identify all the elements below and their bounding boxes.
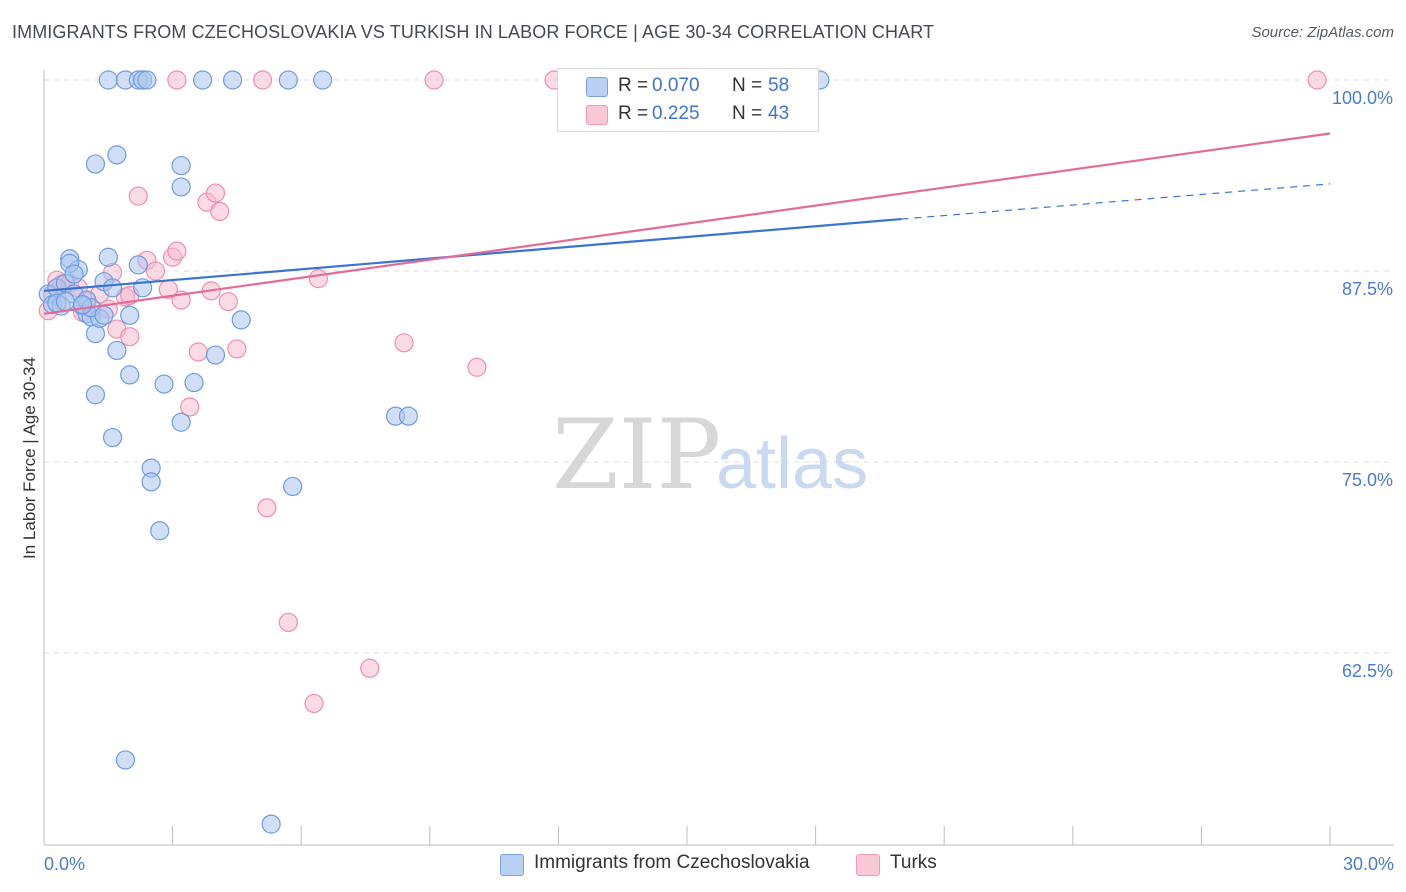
- blue-swatch: [586, 77, 608, 97]
- x-axis-ticks: [43, 826, 1331, 845]
- watermark-atlas: atlas: [716, 424, 868, 504]
- y-axis-title: In Labor Force | Age 30-34: [20, 357, 39, 559]
- x-tick-labels: 0.0% 30.0%: [44, 854, 1394, 874]
- czechoslovakia-point-15: [102, 278, 123, 298]
- trend-lines: [43, 132, 1331, 315]
- czechoslovakia-points: [38, 70, 830, 834]
- x-tick-label-0: 0.0%: [44, 854, 85, 874]
- czechoslovakia-point-14: [98, 247, 118, 267]
- legend-label: Turks: [890, 852, 937, 873]
- r-value: 0.070: [652, 75, 700, 96]
- y-tick-label-1: 87.5%: [1342, 279, 1393, 299]
- n-value: 58: [768, 75, 790, 96]
- czechoslovakia-point-47: [283, 476, 303, 497]
- czechoslovakia-point-19: [64, 264, 84, 284]
- czechoslovakia-point-56: [154, 374, 174, 394]
- czechoslovakia-point-30: [171, 412, 191, 432]
- turks-point-21: [205, 183, 226, 203]
- czechoslovakia-point-26: [102, 427, 123, 448]
- czechoslovakia-point-31: [184, 372, 204, 393]
- r-label: R =: [618, 103, 649, 124]
- czechoslovakia-trend-line: [43, 217, 902, 292]
- czechoslovakia-point-50: [115, 750, 136, 770]
- czechoslovakia-trend-extension: [901, 183, 1331, 220]
- czechoslovakia-point-36: [107, 145, 127, 165]
- pink-swatch: [856, 854, 880, 876]
- turks-point-14: [167, 241, 187, 261]
- turks-point-12: [145, 261, 166, 281]
- turks-point-23: [120, 327, 140, 347]
- czechoslovakia-point-57: [205, 345, 226, 365]
- turks-trend-line: [43, 132, 1331, 315]
- turks-point-31: [304, 693, 324, 714]
- czechoslovakia-point-34: [171, 177, 191, 197]
- y-tick-label-3: 62.5%: [1342, 661, 1393, 681]
- czechoslovakia-point-45: [313, 70, 333, 90]
- turks-point-17: [218, 291, 238, 312]
- n-label: N =: [732, 75, 763, 96]
- r-label: R =: [618, 75, 649, 96]
- czechoslovakia-point-43: [223, 70, 243, 90]
- legend-label: Immigrants from Czechoslovakia: [534, 852, 810, 873]
- y-tick-label-2: 75.0%: [1342, 470, 1393, 490]
- axes: [43, 70, 1394, 846]
- x-tick-label-1: 30.0%: [1343, 854, 1394, 874]
- watermark-zip: ZIP: [552, 399, 721, 511]
- czechoslovakia-point-25: [85, 385, 106, 405]
- czechoslovakia-point-16: [120, 305, 140, 325]
- r-value: 0.225: [652, 103, 700, 124]
- gridlines: [44, 79, 1394, 654]
- turks-point-35: [253, 70, 273, 90]
- czechoslovakia-point-28: [141, 472, 161, 492]
- czechoslovakia-point-42: [193, 70, 213, 90]
- czechoslovakia-point-53: [72, 295, 93, 315]
- turks-point-18: [128, 186, 148, 206]
- n-label: N =: [732, 103, 763, 124]
- turks-point-32: [360, 658, 380, 678]
- turks-point-36: [424, 70, 444, 90]
- chart-title: IMMIGRANTS FROM CZECHOSLOVAKIA VS TURKIS…: [12, 22, 935, 42]
- czechoslovakia-point-49: [398, 406, 418, 426]
- czechoslovakia-point-23: [107, 340, 127, 361]
- czechoslovakia-point-21: [55, 291, 76, 312]
- czechoslovakia-point-41: [137, 70, 157, 90]
- turks-points: [38, 70, 1327, 714]
- czechoslovakia-point-44: [278, 70, 298, 90]
- source-label: Source: ZipAtlas.com: [1251, 24, 1394, 41]
- czechoslovakia-point-55: [94, 305, 114, 325]
- y-tick-label-0: 100.0%: [1332, 88, 1393, 108]
- watermark: ZIP atlas: [552, 399, 868, 511]
- turks-point-33: [308, 269, 328, 289]
- czechoslovakia-point-37: [98, 70, 118, 90]
- turks-point-39: [1307, 70, 1327, 90]
- czechoslovakia-point-51: [261, 814, 281, 834]
- czechoslovakia-point-24: [120, 365, 140, 385]
- turks-point-20: [210, 201, 230, 222]
- czechoslovakia-point-35: [85, 154, 106, 174]
- turks-point-25: [227, 339, 247, 359]
- pink-swatch: [586, 105, 608, 125]
- czechoslovakia-point-33: [171, 155, 191, 176]
- turks-point-34: [167, 70, 187, 90]
- turks-point-30: [278, 612, 298, 633]
- turks-point-29: [257, 498, 277, 518]
- y-tick-labels: 100.0% 87.5% 75.0% 62.5%: [1332, 88, 1393, 681]
- n-value: 43: [768, 103, 790, 124]
- turks-point-26: [394, 333, 414, 353]
- czechoslovakia-point-29: [150, 521, 170, 541]
- correlation-legend: R = 0.070 N = 58 R = 0.225 N = 43: [557, 68, 819, 132]
- turks-point-28: [180, 397, 200, 417]
- turks-point-24: [188, 342, 208, 362]
- czechoslovakia-point-32: [231, 310, 251, 330]
- blue-swatch: [500, 854, 524, 876]
- czechoslovakia-point-17: [128, 255, 148, 275]
- turks-point-27: [467, 357, 487, 377]
